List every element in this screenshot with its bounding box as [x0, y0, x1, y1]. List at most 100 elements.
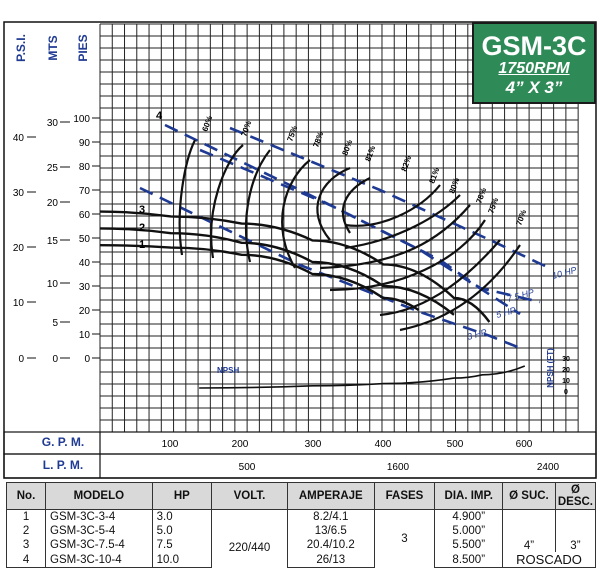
table-row: 4 GSM-3C-10-4 10.0 26/13 8.500” ROSCADO	[5, 552, 596, 568]
npsh-curve	[199, 365, 526, 389]
npsh-tick-label: 0	[564, 389, 568, 396]
curve-number-label: 1	[139, 239, 145, 251]
header-volt: VOLT.	[211, 482, 288, 510]
specs-header-row: No. MODELO HP VOLT. AMPERAJE FASES DIA. …	[5, 482, 597, 510]
header-suc: Ø SUC.	[502, 482, 556, 510]
mts-tick-label: 0	[52, 354, 58, 365]
mts-tick-label: 15	[47, 236, 59, 247]
npsh-tick-label: 10	[562, 378, 570, 385]
cell-hp: 5.0	[151, 524, 213, 538]
efficiency-label: 75%	[285, 125, 299, 143]
lpm-tick-label: 1600	[387, 462, 410, 473]
head-curve	[99, 244, 420, 311]
table-row: 3 GSM-3C-7.5-4 7.5 20.4/10.2 5.500”	[5, 538, 596, 552]
psi-tick-label: 20	[13, 243, 25, 254]
psi-tick-label: 0	[18, 354, 24, 365]
cell-hp: 10.0	[151, 552, 213, 568]
efficiency-curve	[319, 204, 471, 270]
pies-tick-label: 90	[79, 138, 91, 149]
cell-roscado: ROSCADO	[502, 552, 596, 568]
npsh-label: NPSH	[217, 366, 239, 375]
curve-number-label: 4	[156, 110, 163, 122]
pies-tick-label: 60	[79, 210, 91, 221]
head-curve	[99, 227, 455, 316]
pies-tick-label: 0	[84, 354, 90, 365]
cell-amperaje: 26/13	[286, 552, 375, 568]
axis-ticks: 4030201003025201510501009080706050403020…	[13, 114, 560, 473]
model-title-box: GSM-3C 1750RPM 4” X 3”	[472, 22, 596, 104]
chart-grid	[99, 23, 579, 433]
efficiency-curve	[341, 177, 371, 234]
table-row: 1 GSM-3C-3-4 3.0 220/440 8.2/4.1 3 4.900…	[5, 509, 597, 568]
cell-modelo: GSM-3C-7.5-4	[45, 538, 153, 552]
header-dia-imp: DIA. IMP.	[434, 482, 504, 510]
pies-tick-label: 40	[79, 258, 91, 269]
gpm-axis-label: G. P. M.	[42, 435, 84, 449]
cell-modelo: GSM-3C-3-4	[45, 509, 153, 524]
efficiency-curve	[316, 166, 351, 241]
npsh-axis-label: NPSH (FT)	[546, 348, 555, 388]
hp-line	[229, 126, 546, 268]
lpm-axis-label: L. P. M.	[43, 458, 83, 472]
efficiency-label: 80%	[340, 139, 354, 157]
lpm-tick-label: 500	[239, 462, 256, 473]
model-rpm: 1750RPM	[498, 60, 570, 77]
header-fases: FASES	[373, 482, 436, 510]
mts-tick-label: 30	[47, 118, 59, 129]
cell-hp: 7.5	[151, 538, 213, 552]
hp-label: 10 HP	[551, 265, 578, 281]
cell-no: 1	[5, 509, 47, 524]
cell-modelo: GSM-3C-5-4	[45, 524, 153, 538]
model-name: GSM-3C	[481, 31, 587, 61]
pies-tick-label: 20	[79, 306, 91, 317]
efficiency-label: 78%	[311, 131, 325, 149]
curve-labels: 1 2 3 4 30 20 10 0	[139, 110, 570, 396]
model-size: 4” X 3”	[505, 78, 563, 97]
cell-dia-imp: 5.500”	[434, 538, 504, 552]
header-hp: HP	[151, 482, 213, 510]
hp-label: 5 HP	[495, 305, 517, 320]
curve-number-label: 3	[139, 204, 145, 216]
hp-line	[199, 148, 541, 304]
pump-curve-chart: P.S.I. MTS PIES 403020100302520151050100…	[3, 21, 597, 479]
head-curve	[99, 210, 491, 323]
efficiency-curve	[344, 184, 441, 227]
gpm-band	[3, 431, 597, 455]
gpm-tick-label: 200	[232, 439, 249, 450]
cell-amperaje: 13/6.5	[286, 524, 375, 538]
cell-modelo: GSM-3C-10-4	[45, 552, 153, 568]
efficiency-label: 70%	[239, 120, 253, 138]
cell-no: 2	[5, 524, 47, 538]
efficiency-curve	[329, 219, 486, 292]
efficiency-label: 82%	[399, 155, 413, 173]
chart-frame	[3, 21, 597, 479]
psi-axis-label: P.S.I.	[14, 34, 28, 62]
pies-tick-label: 100	[73, 114, 90, 125]
cell-suc: 4”	[502, 509, 556, 552]
gpm-tick-label: 500	[447, 439, 464, 450]
pies-tick-label: 50	[79, 234, 91, 245]
efficiency-label: 81%	[363, 145, 377, 163]
efficiency-label: 60%	[200, 115, 214, 133]
mts-tick-label: 10	[47, 279, 59, 290]
efficiency-curve	[178, 139, 196, 256]
pies-axis-label: PIES	[76, 34, 90, 61]
hp-line	[164, 123, 521, 316]
pies-tick-label: 10	[79, 330, 91, 341]
cell-dia-imp: 8.500”	[434, 552, 504, 568]
gpm-tick-label: 400	[375, 439, 392, 450]
psi-tick-label: 40	[13, 133, 25, 144]
curve-number-label: 2	[139, 222, 145, 234]
efficiency-label: 75%	[486, 197, 500, 215]
cell-desc: 3”	[554, 509, 597, 552]
specs-table: No. MODELO HP VOLT. AMPERAJE FASES DIA. …	[5, 482, 597, 568]
pies-tick-label: 70	[79, 186, 91, 197]
mts-axis-label: MTS	[46, 35, 60, 60]
efficiency-curve	[344, 194, 461, 250]
mts-tick-label: 25	[47, 163, 59, 174]
cell-fases: 3	[373, 509, 436, 568]
psi-tick-label: 10	[13, 298, 25, 309]
pies-tick-label: 80	[79, 162, 91, 173]
header-no: No.	[5, 482, 47, 510]
lpm-band	[3, 453, 597, 479]
